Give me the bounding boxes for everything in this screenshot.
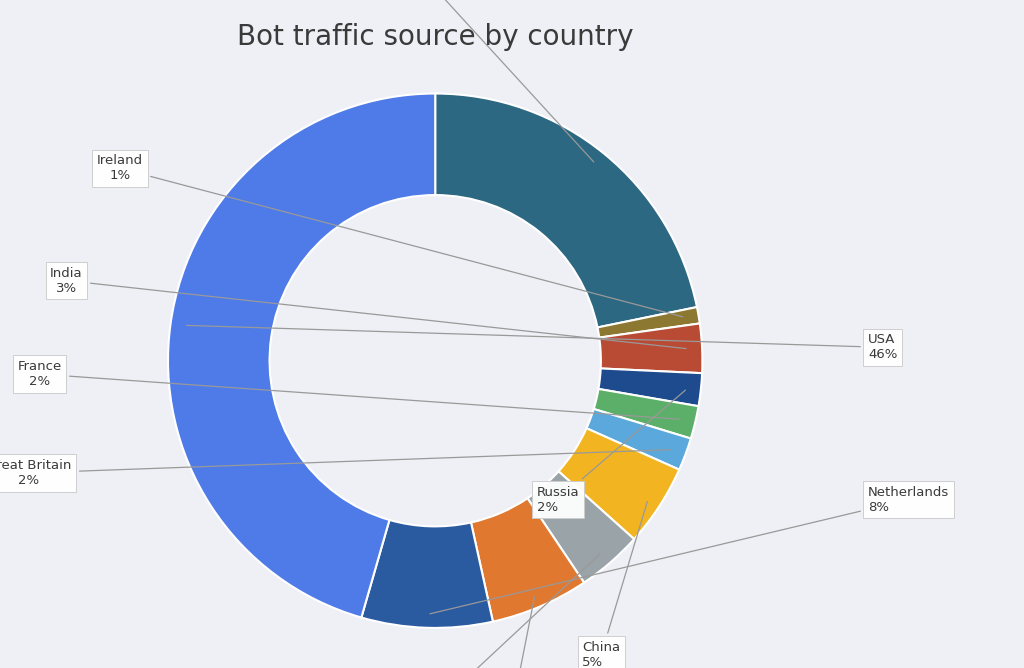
Text: Canada
6%: Canada 6%	[469, 597, 535, 668]
Wedge shape	[558, 428, 679, 539]
Text: India
3%: India 3%	[50, 267, 686, 349]
Wedge shape	[598, 369, 702, 406]
Text: Russia
2%: Russia 2%	[537, 390, 685, 514]
Wedge shape	[594, 389, 698, 438]
Wedge shape	[361, 520, 493, 628]
Text: USA
46%: USA 46%	[186, 325, 897, 361]
Wedge shape	[597, 307, 699, 337]
Text: Ireland
1%: Ireland 1%	[97, 154, 683, 317]
Wedge shape	[168, 94, 435, 617]
Title: Bot traffic source by country: Bot traffic source by country	[237, 23, 634, 51]
Text: All Other
22%: All Other 22%	[347, 0, 594, 162]
Wedge shape	[599, 323, 702, 373]
Wedge shape	[471, 498, 584, 622]
Text: China
5%: China 5%	[583, 502, 647, 668]
Wedge shape	[587, 409, 691, 470]
Text: Germany
4%: Germany 4%	[303, 554, 600, 668]
Text: Netherlands
8%: Netherlands 8%	[430, 486, 949, 614]
Wedge shape	[527, 472, 634, 582]
Wedge shape	[435, 94, 697, 327]
Text: France
2%: France 2%	[17, 360, 679, 420]
Text: Great Britain
2%: Great Britain 2%	[0, 450, 670, 487]
